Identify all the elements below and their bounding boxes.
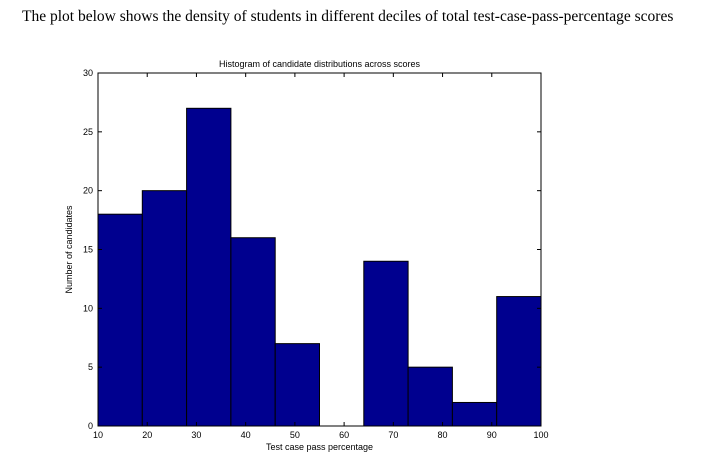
x-tick-label: 70 xyxy=(388,430,398,440)
histogram-bar xyxy=(496,296,542,427)
x-tick-label: 10 xyxy=(93,430,103,440)
x-tick-label: 60 xyxy=(339,430,349,440)
chart-title: Histogram of candidate distributions acr… xyxy=(219,59,421,69)
x-tick-label: 20 xyxy=(142,430,152,440)
y-tick-label: 10 xyxy=(83,303,93,313)
y-tick-label: 25 xyxy=(83,127,93,137)
y-tick-label: 20 xyxy=(83,186,93,196)
y-tick-label: 5 xyxy=(88,362,93,372)
histogram-bar xyxy=(407,366,453,427)
y-tick-label: 0 xyxy=(88,421,93,431)
histogram-bar xyxy=(363,260,409,427)
histogram-bar xyxy=(230,237,276,427)
histogram-bar xyxy=(186,107,232,427)
x-tick-label: 40 xyxy=(241,430,251,440)
x-tick-label: 90 xyxy=(487,430,497,440)
histogram-bar xyxy=(274,343,321,427)
bars-group xyxy=(97,107,542,427)
histogram-bar xyxy=(141,190,188,427)
y-tick-label: 30 xyxy=(83,68,93,78)
y-tick-label: 15 xyxy=(83,245,93,255)
ticks-group: 10 20 30 40 50 60 70 80 90 100 0 5 10 15 20 25 30 xyxy=(83,68,549,440)
intro-text: The plot below shows the density of stud… xyxy=(22,8,674,25)
x-tick-label: 30 xyxy=(191,430,201,440)
x-axis-label: Test case pass percentage xyxy=(266,442,373,452)
y-axis-label: Number of candidates xyxy=(64,205,74,294)
x-tick-label: 50 xyxy=(290,430,300,440)
histogram-bar xyxy=(97,213,143,427)
histogram-bar xyxy=(451,401,498,427)
x-tick-label: 100 xyxy=(533,430,548,440)
x-tick-label: 80 xyxy=(438,430,448,440)
